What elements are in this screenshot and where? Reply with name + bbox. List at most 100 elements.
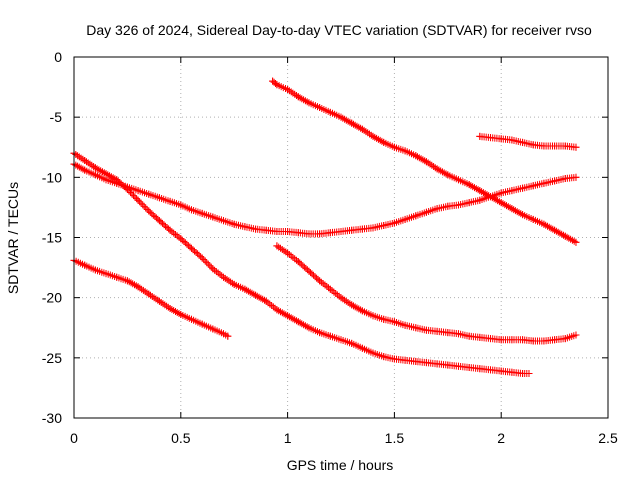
data-point bbox=[348, 226, 356, 234]
data-point bbox=[155, 297, 163, 305]
data-point bbox=[487, 335, 495, 343]
data-point bbox=[369, 312, 377, 320]
x-tick-label: 2 bbox=[497, 430, 505, 446]
data-point bbox=[187, 206, 195, 214]
data-point bbox=[551, 177, 559, 185]
data-point bbox=[134, 283, 142, 291]
data-point bbox=[187, 244, 195, 252]
data-point bbox=[572, 331, 580, 339]
data-point bbox=[337, 294, 345, 302]
data-point bbox=[81, 166, 89, 174]
y-tick-label: -10 bbox=[42, 169, 62, 185]
data-point bbox=[454, 201, 462, 209]
data-point bbox=[326, 229, 334, 237]
data-point bbox=[187, 315, 195, 323]
data-point bbox=[476, 132, 484, 140]
data-point bbox=[380, 353, 388, 361]
y-tick-label: -15 bbox=[42, 230, 62, 246]
data-point bbox=[476, 333, 484, 341]
data-point bbox=[572, 143, 580, 151]
data-point bbox=[145, 207, 153, 215]
data-point bbox=[91, 266, 99, 274]
data-point bbox=[525, 369, 533, 377]
data-point bbox=[305, 230, 313, 238]
data-point bbox=[91, 171, 99, 179]
data-point bbox=[454, 176, 462, 184]
data-point bbox=[401, 356, 409, 364]
data-point bbox=[401, 215, 409, 223]
series-track-5 bbox=[273, 242, 580, 345]
data-point bbox=[519, 211, 527, 219]
series-track-6 bbox=[476, 132, 580, 151]
data-point bbox=[519, 138, 527, 146]
data-point bbox=[273, 306, 281, 314]
x-tick-label: 0 bbox=[70, 430, 78, 446]
data-point bbox=[358, 225, 366, 233]
data-point bbox=[540, 220, 548, 228]
data-point bbox=[529, 337, 537, 345]
data-point bbox=[81, 156, 89, 164]
y-axis-label: SDTVAR / TECUs bbox=[5, 182, 21, 294]
data-point bbox=[348, 119, 356, 127]
data-point bbox=[497, 135, 505, 143]
data-point bbox=[465, 363, 473, 371]
data-point bbox=[241, 285, 249, 293]
x-tick-label: 1.5 bbox=[385, 430, 405, 446]
data-point bbox=[145, 190, 153, 198]
data-point bbox=[337, 227, 345, 235]
data-point bbox=[380, 138, 388, 146]
data-point bbox=[497, 189, 505, 197]
data-point bbox=[220, 330, 228, 338]
data-point bbox=[561, 175, 569, 183]
data-point bbox=[529, 182, 537, 190]
data-point bbox=[497, 199, 505, 207]
data-point bbox=[508, 136, 516, 144]
data-point bbox=[358, 307, 366, 315]
data-point bbox=[348, 339, 356, 347]
data-point bbox=[123, 277, 131, 285]
data-point bbox=[487, 193, 495, 201]
data-point bbox=[284, 249, 292, 257]
data-point bbox=[465, 332, 473, 340]
x-axis-label: GPS time / hours bbox=[287, 457, 394, 473]
data-point bbox=[476, 196, 484, 204]
data-point bbox=[401, 321, 409, 329]
data-point bbox=[497, 336, 505, 344]
data-point bbox=[209, 213, 217, 221]
data-point bbox=[166, 226, 174, 234]
data-point bbox=[220, 217, 228, 225]
data-point bbox=[401, 147, 409, 155]
data-point bbox=[476, 365, 484, 373]
data-point bbox=[508, 205, 516, 213]
data-point bbox=[497, 367, 505, 375]
data-point bbox=[316, 104, 324, 112]
data-point bbox=[273, 81, 281, 89]
data-point bbox=[166, 197, 174, 205]
data-point bbox=[444, 202, 452, 210]
data-point bbox=[305, 99, 313, 107]
data-point bbox=[369, 224, 377, 232]
data-point bbox=[551, 336, 559, 344]
data-point bbox=[540, 337, 548, 345]
data-point bbox=[326, 108, 334, 116]
data-point bbox=[422, 359, 430, 367]
data-point bbox=[294, 258, 302, 266]
data-point bbox=[337, 113, 345, 121]
data-point bbox=[262, 226, 270, 234]
series-track-1 bbox=[70, 160, 580, 238]
data-point bbox=[476, 187, 484, 195]
data-point bbox=[102, 270, 110, 278]
data-point bbox=[358, 344, 366, 352]
y-tick-label: -30 bbox=[42, 410, 62, 426]
data-point bbox=[224, 332, 232, 340]
grid bbox=[74, 57, 608, 418]
data-point bbox=[422, 326, 430, 334]
data-point bbox=[561, 335, 569, 343]
data-point bbox=[198, 320, 206, 328]
x-tick-label: 0.5 bbox=[171, 430, 191, 446]
data-point bbox=[284, 312, 292, 320]
data-point bbox=[91, 164, 99, 172]
data-point bbox=[454, 362, 462, 370]
data-point bbox=[316, 277, 324, 285]
data-point bbox=[529, 215, 537, 223]
